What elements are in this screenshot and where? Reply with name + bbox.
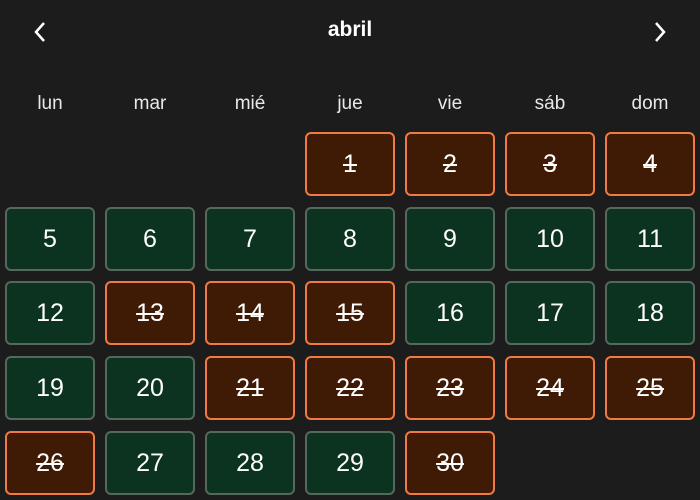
day-number: 6 xyxy=(143,224,157,253)
prev-month-button[interactable] xyxy=(22,14,58,50)
day-number: 3 xyxy=(543,149,557,178)
day-cell-unavailable[interactable]: 25 xyxy=(605,356,695,420)
day-cell-unavailable[interactable]: 15 xyxy=(305,281,395,345)
day-number: 29 xyxy=(336,448,364,477)
day-cell-unavailable[interactable]: 2 xyxy=(405,132,495,196)
day-cell-available[interactable]: 27 xyxy=(105,431,195,495)
day-number: 12 xyxy=(36,298,64,327)
month-title: abril xyxy=(327,18,373,41)
day-number: 25 xyxy=(636,373,664,402)
day-number: 13 xyxy=(136,298,164,327)
day-number: 30 xyxy=(436,448,464,477)
day-number: 8 xyxy=(343,224,357,253)
day-number: 4 xyxy=(643,149,657,178)
day-cell-unavailable[interactable]: 14 xyxy=(205,281,295,345)
day-cell-available[interactable]: 5 xyxy=(5,207,95,271)
day-cell-available[interactable]: 10 xyxy=(505,207,595,271)
day-number: 19 xyxy=(36,373,64,402)
day-cell-available[interactable]: 17 xyxy=(505,281,595,345)
day-cell-unavailable[interactable]: 3 xyxy=(505,132,595,196)
day-number: 16 xyxy=(436,298,464,327)
day-cell-unavailable[interactable]: 26 xyxy=(5,431,95,495)
day-number: 28 xyxy=(236,448,264,477)
day-number: 24 xyxy=(536,373,564,402)
weekday-label: vie xyxy=(437,93,463,114)
day-cell-available[interactable]: 28 xyxy=(205,431,295,495)
day-number: 23 xyxy=(436,373,464,402)
day-number: 11 xyxy=(637,224,663,253)
day-cell-unavailable[interactable]: 13 xyxy=(105,281,195,345)
day-number: 18 xyxy=(636,298,664,327)
weekday-label: lun xyxy=(37,93,63,114)
day-number: 27 xyxy=(136,448,164,477)
weekday-label: jue xyxy=(337,93,363,114)
day-number: 2 xyxy=(443,149,457,178)
day-number: 22 xyxy=(336,373,364,402)
day-cell-available[interactable]: 19 xyxy=(5,356,95,420)
day-cell-unavailable[interactable]: 22 xyxy=(305,356,395,420)
day-number: 20 xyxy=(136,373,164,402)
day-cell-unavailable[interactable]: 4 xyxy=(605,132,695,196)
weekday-label: dom xyxy=(631,93,669,114)
day-cell-unavailable[interactable]: 24 xyxy=(505,356,595,420)
day-cell-available[interactable]: 8 xyxy=(305,207,395,271)
day-cell-unavailable[interactable]: 21 xyxy=(205,356,295,420)
day-cell-available[interactable]: 16 xyxy=(405,281,495,345)
day-number: 21 xyxy=(236,373,264,402)
day-cell-available[interactable]: 29 xyxy=(305,431,395,495)
day-cell-available[interactable]: 18 xyxy=(605,281,695,345)
day-cell-unavailable[interactable]: 23 xyxy=(405,356,495,420)
chevron-left-icon xyxy=(34,22,45,42)
day-cell-available[interactable]: 12 xyxy=(5,281,95,345)
day-cell-unavailable[interactable]: 30 xyxy=(405,431,495,495)
day-number: 26 xyxy=(36,448,64,477)
day-cell-available[interactable]: 20 xyxy=(105,356,195,420)
day-cell-unavailable[interactable]: 1 xyxy=(305,132,395,196)
next-month-button[interactable] xyxy=(642,14,678,50)
chevron-right-icon xyxy=(655,22,666,42)
weekday-label: mié xyxy=(234,93,266,114)
day-cell-available[interactable]: 11 xyxy=(605,207,695,271)
day-number: 7 xyxy=(243,224,257,253)
day-number: 1 xyxy=(343,149,357,178)
weekday-label: sáb xyxy=(534,93,566,114)
weekday-label: mar xyxy=(133,93,167,114)
day-number: 10 xyxy=(536,224,564,253)
day-cell-available[interactable]: 6 xyxy=(105,207,195,271)
day-cell-available[interactable]: 7 xyxy=(205,207,295,271)
day-number: 9 xyxy=(443,224,457,253)
day-number: 5 xyxy=(43,224,57,253)
day-number: 17 xyxy=(536,298,564,327)
day-number: 15 xyxy=(336,298,364,327)
day-number: 14 xyxy=(236,298,264,327)
day-cell-available[interactable]: 9 xyxy=(405,207,495,271)
